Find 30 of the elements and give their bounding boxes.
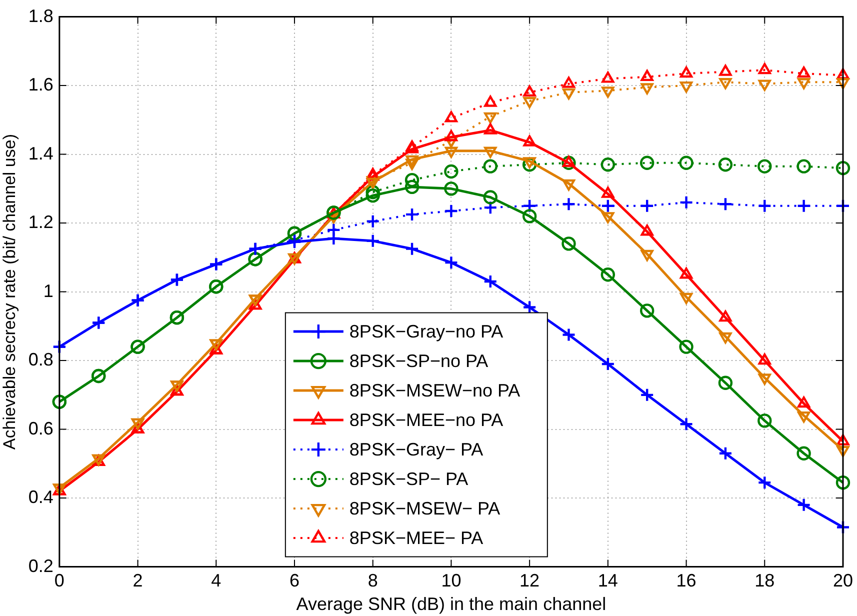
x-tick-label: 14 <box>598 570 618 591</box>
legend-label: 8PSK−MEE− PA <box>349 528 484 548</box>
y-tick-label: 1.4 <box>28 143 54 164</box>
y-tick-label: 1 <box>43 280 54 301</box>
y-tick-label: 0.4 <box>28 487 54 508</box>
legend-label: 8PSK−MSEW− PA <box>349 498 500 519</box>
y-tick-label: 0.8 <box>28 350 54 370</box>
legend-label: 8PSK−SP−no PA <box>349 351 488 372</box>
legend-label: 8PSK−SP− PA <box>349 469 468 490</box>
y-tick-label: 1.6 <box>28 74 54 95</box>
x-tick-label: 10 <box>441 570 462 591</box>
y-tick-label: 0.2 <box>28 556 54 576</box>
y-tick-label: 0.6 <box>28 418 54 438</box>
x-tick-label: 2 <box>132 570 143 591</box>
x-tick-label: 16 <box>676 570 696 591</box>
x-tick-label: 0 <box>54 570 64 591</box>
x-axis-title: Average SNR (dB) in the main channel <box>296 594 606 614</box>
y-tick-label: 1.2 <box>28 212 54 232</box>
x-tick-label: 20 <box>832 570 854 591</box>
legend-label: 8PSK−MEE−no PA <box>349 410 504 430</box>
x-tick-label: 6 <box>289 570 300 591</box>
y-tick-label: 1.8 <box>28 6 54 26</box>
x-tick-label: 4 <box>211 570 222 591</box>
y-axis-title: Achievable secrecy rate (bit/ channel use) <box>0 134 19 450</box>
legend-label: 8PSK−Gray−no PA <box>349 322 504 342</box>
legend-label: 8PSK−Gray− PA <box>349 440 484 460</box>
x-tick-label: 8 <box>368 570 378 591</box>
legend-label: 8PSK−MSEW−no PA <box>349 380 520 401</box>
x-tick-label: 18 <box>754 570 775 591</box>
x-tick-label: 12 <box>520 570 540 591</box>
